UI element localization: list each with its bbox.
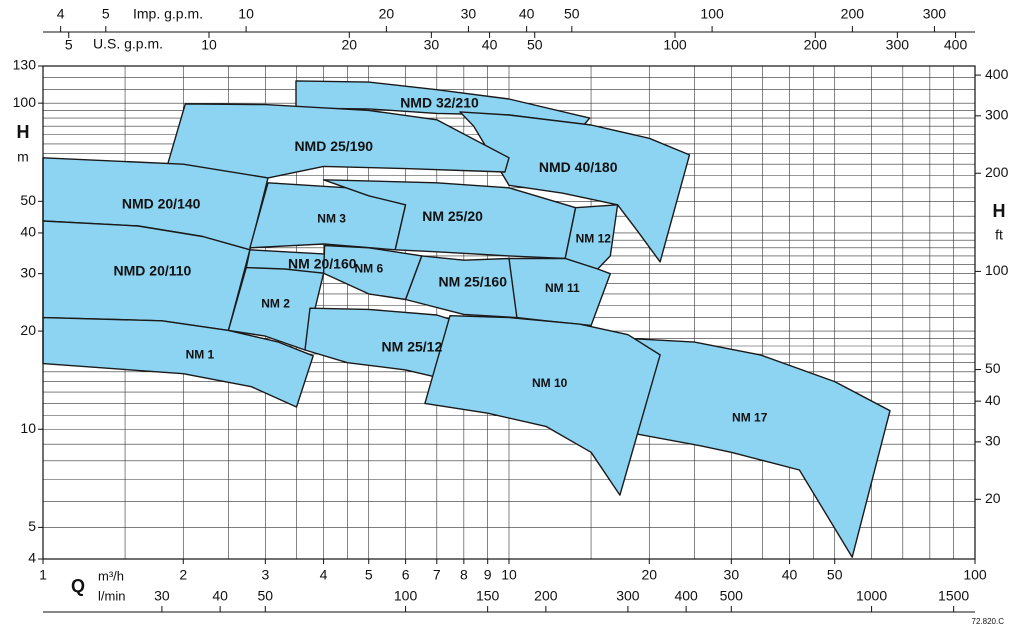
y2-tick-label: 100: [985, 262, 1009, 278]
y2-tick-label: 200: [985, 164, 1009, 180]
x-tick-label: 10: [201, 37, 217, 53]
x-tick-label: 200: [534, 588, 558, 604]
region-label: NM 11: [545, 281, 580, 295]
y2-tick-label: 400: [985, 66, 1009, 82]
y2-label: H: [993, 201, 1006, 221]
x-tick-label: 9: [484, 567, 492, 583]
y-tick-label: 40: [20, 224, 36, 240]
x-tick-label: 40: [782, 567, 798, 583]
region-label: NM 12: [576, 231, 612, 245]
y-tick-label: 4: [28, 550, 36, 566]
x-tick-label: 3: [261, 567, 269, 583]
y2-tick-label: 20: [985, 490, 1001, 506]
x-tick-label: 1500: [938, 588, 969, 604]
y-tick-label: 20: [20, 322, 36, 338]
x-tick-label: 100: [394, 588, 418, 604]
region-label: NMD 40/180: [539, 159, 618, 175]
x-tick-label: 4: [57, 6, 65, 22]
x-tick-label: 7: [433, 567, 441, 583]
y2-tick-label: 300: [985, 107, 1009, 123]
x-unit: m³/h: [98, 568, 124, 583]
y-tick-label: 50: [20, 192, 36, 208]
x-tick-label: 1000: [856, 588, 887, 604]
y-tick-label: 130: [13, 57, 37, 73]
regions: [42, 80, 891, 558]
x-tick-label: 5: [102, 6, 110, 22]
x-tick-label: 8: [460, 567, 468, 583]
x-tick-label: 100: [963, 567, 987, 583]
x-tick-label: 200: [841, 6, 865, 22]
x-tick-label: 400: [944, 37, 968, 53]
y-tick-label: 5: [28, 518, 36, 534]
x-tick-label: 400: [674, 588, 698, 604]
pump-range: [424, 315, 661, 496]
x-tick-label: 100: [700, 6, 724, 22]
region-label: NM 6: [354, 261, 383, 275]
region-label: NM 25/160: [439, 274, 508, 290]
region-label: NMD 20/110: [114, 262, 192, 278]
x-tick-label: 50: [527, 37, 543, 53]
region-label: NM 25/20: [422, 208, 483, 224]
region-label: NM 17: [732, 411, 768, 425]
x-tick-label: 40: [519, 6, 535, 22]
x-tick-label: 50: [258, 588, 274, 604]
x-tick-label: 30: [424, 37, 440, 53]
region-label: NM 20/160: [288, 255, 357, 271]
x-tick-label: 30: [724, 567, 740, 583]
x-tick-label: 40: [212, 588, 228, 604]
x-tick-label: 300: [923, 6, 947, 22]
y2-tick-label: 30: [985, 433, 1001, 449]
pump-range: [564, 204, 619, 270]
pump-range: [599, 336, 891, 558]
x-tick-label: 20: [379, 6, 395, 22]
lmin-axis-label: l/min: [98, 588, 125, 603]
region-label: NM 2: [261, 297, 290, 311]
region-label: NMD 32/210: [400, 95, 479, 111]
region-label: NMD 20/140: [122, 195, 201, 211]
x-tick-label: 30: [461, 6, 477, 22]
region-label: NM 1: [186, 347, 215, 361]
y2-unit: ft: [995, 227, 1003, 243]
y2-tick-label: 50: [985, 360, 1001, 376]
x-tick-label: 30: [154, 588, 170, 604]
region-label: NM 3: [317, 212, 346, 226]
x-tick-label: 100: [663, 37, 687, 53]
x-tick-label: 10: [501, 567, 517, 583]
x-tick-label: 200: [804, 37, 828, 53]
x-tick-label: 500: [720, 588, 744, 604]
x-tick-label: 50: [564, 6, 580, 22]
imp-axis-label: Imp. g.p.m.: [133, 6, 203, 22]
region-label: NM 10: [532, 376, 568, 390]
x-tick-label: 40: [482, 37, 498, 53]
x-tick-label: 150: [476, 588, 500, 604]
x-tick-label: 300: [616, 588, 640, 604]
pump-range: [42, 316, 314, 408]
pump-range: [322, 179, 577, 260]
x-tick-label: 20: [342, 37, 358, 53]
pump-range: [459, 111, 691, 263]
x-tick-label: 300: [886, 37, 910, 53]
us-axis-label: U.S. g.p.m.: [93, 36, 163, 52]
note: 72.820.C: [972, 617, 1005, 626]
y-tick-label: 10: [20, 420, 36, 436]
x-tick-label: 50: [827, 567, 843, 583]
x-tick-label: 4: [320, 567, 328, 583]
region-label: NM 25/12: [382, 338, 443, 354]
x-tick-label: 6: [402, 567, 410, 583]
x-label: Q: [71, 576, 85, 596]
region-label: NMD 25/190: [294, 138, 373, 154]
y-unit: m: [17, 149, 29, 165]
y-label: H: [17, 122, 30, 142]
x-tick-label: 20: [641, 567, 657, 583]
y2-tick-label: 40: [985, 392, 1001, 408]
y-tick-label: 100: [13, 94, 37, 110]
x-tick-label: 5: [365, 567, 373, 583]
x-tick-label: 2: [179, 567, 187, 583]
y-tick-label: 30: [20, 264, 36, 280]
x-tick-label: 5: [65, 37, 73, 53]
x-tick-label: 10: [238, 6, 254, 22]
x-tick-label: 1: [39, 567, 47, 583]
